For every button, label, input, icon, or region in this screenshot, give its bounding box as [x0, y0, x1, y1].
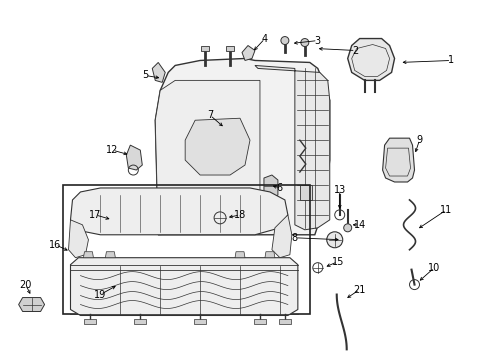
Text: 4: 4	[262, 33, 267, 44]
Polygon shape	[70, 258, 297, 315]
Polygon shape	[126, 145, 142, 170]
Circle shape	[280, 37, 288, 45]
Text: 3: 3	[314, 36, 320, 46]
Polygon shape	[242, 45, 254, 60]
Polygon shape	[84, 319, 96, 324]
Polygon shape	[194, 319, 205, 324]
Text: 1: 1	[447, 55, 453, 66]
Polygon shape	[19, 298, 44, 311]
Polygon shape	[254, 66, 329, 230]
Polygon shape	[347, 39, 394, 80]
Polygon shape	[253, 319, 265, 324]
Text: 13: 13	[333, 185, 345, 195]
Circle shape	[343, 224, 351, 232]
Polygon shape	[271, 215, 291, 258]
Polygon shape	[201, 45, 209, 50]
Polygon shape	[68, 220, 88, 258]
Text: 9: 9	[416, 135, 422, 145]
Circle shape	[300, 39, 308, 46]
Text: 8: 8	[291, 233, 297, 243]
Polygon shape	[152, 62, 165, 82]
Polygon shape	[225, 45, 234, 50]
Text: 12: 12	[106, 145, 118, 155]
Text: 11: 11	[439, 205, 451, 215]
Polygon shape	[278, 319, 290, 324]
Polygon shape	[70, 188, 287, 235]
Text: 6: 6	[276, 183, 283, 193]
Polygon shape	[134, 319, 146, 324]
Text: 16: 16	[49, 240, 61, 250]
Polygon shape	[235, 252, 244, 258]
Polygon shape	[185, 118, 249, 175]
Polygon shape	[155, 58, 329, 235]
Polygon shape	[105, 252, 115, 258]
Text: 7: 7	[206, 110, 213, 120]
Text: 20: 20	[20, 280, 32, 289]
Text: 2: 2	[352, 45, 358, 55]
Text: 14: 14	[353, 220, 365, 230]
Polygon shape	[264, 252, 274, 258]
Text: 21: 21	[353, 284, 365, 294]
Polygon shape	[382, 138, 414, 182]
Text: 18: 18	[233, 210, 245, 220]
Polygon shape	[299, 185, 311, 200]
Polygon shape	[155, 80, 260, 235]
Text: 5: 5	[142, 71, 148, 80]
Polygon shape	[264, 175, 277, 200]
Circle shape	[326, 232, 342, 248]
Bar	[62, 185, 309, 315]
Polygon shape	[83, 252, 93, 258]
Text: 19: 19	[94, 289, 106, 300]
Text: 17: 17	[89, 210, 102, 220]
Text: 15: 15	[331, 257, 343, 267]
Text: 10: 10	[427, 263, 440, 273]
